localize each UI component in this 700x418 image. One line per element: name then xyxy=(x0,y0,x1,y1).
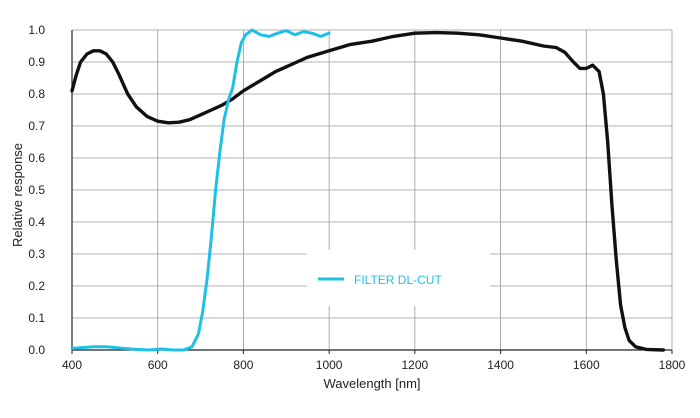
x-axis-title: Wavelength [nm] xyxy=(323,376,420,391)
legend-label: FILTER DL-CUT xyxy=(354,273,442,287)
x-tick-label: 1400 xyxy=(487,358,514,372)
y-tick-label: 0.2 xyxy=(28,279,45,293)
y-tick-label: 0.9 xyxy=(28,55,45,69)
legend: FILTER DL-CUT xyxy=(307,250,490,306)
y-tick-label: 1.0 xyxy=(28,23,45,37)
y-tick-label: 0.4 xyxy=(28,215,45,229)
y-tick-label: 0.6 xyxy=(28,151,45,165)
y-tick-label: 0.3 xyxy=(28,247,45,261)
filter-dl-cut-line xyxy=(70,28,331,352)
tick-labels: 0.0 0.1 0.2 0.3 0.4 0.5 0.6 0.7 0.8 0.9 1.0 400 600 8… xyxy=(28,23,685,372)
y-tick-label: 0.1 xyxy=(28,311,45,325)
x-tick-label: 1600 xyxy=(573,358,600,372)
x-tick-label: 600 xyxy=(148,358,168,372)
y-tick-label: 0.8 xyxy=(28,87,45,101)
y-axis-title: Relative response xyxy=(10,143,25,247)
series-lines xyxy=(70,28,666,352)
y-tick-label: 0.0 xyxy=(28,343,45,357)
x-tick-label: 1200 xyxy=(402,358,429,372)
y-tick-label: 0.5 xyxy=(28,183,45,197)
response-curve-line xyxy=(70,30,666,352)
x-tick-label: 400 xyxy=(62,358,82,372)
y-tick-label: 0.7 xyxy=(28,119,45,133)
x-tick-label: 1800 xyxy=(659,358,686,372)
x-tick-label: 1000 xyxy=(316,358,343,372)
x-tick-label: 800 xyxy=(233,358,253,372)
